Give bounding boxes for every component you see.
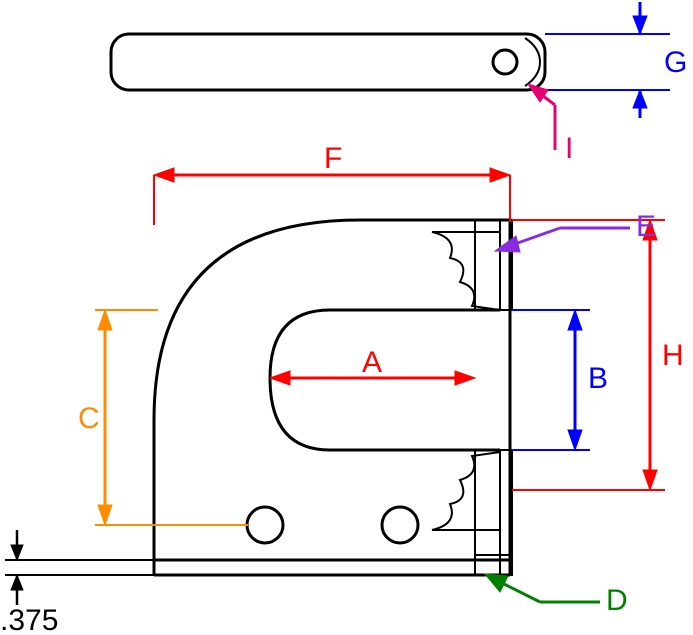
dim-A: A	[270, 346, 475, 385]
label-H: H	[662, 339, 684, 372]
label-G: G	[664, 46, 687, 79]
insert-upper	[432, 220, 512, 310]
label-B: B	[588, 362, 608, 395]
label-I: I	[565, 132, 573, 165]
main-view	[154, 220, 512, 575]
label-F: F	[324, 142, 342, 175]
label-375: .375	[0, 604, 58, 635]
leader-E: E	[495, 210, 656, 252]
label-D: D	[606, 584, 628, 617]
dim-B: B	[512, 310, 608, 450]
leader-I: I	[528, 84, 573, 165]
dim-F: F	[154, 142, 510, 225]
dim-375: .375	[0, 530, 154, 635]
insert-lower	[432, 450, 512, 575]
drawing-canvas: G I	[0, 0, 693, 635]
dim-G: G	[545, 2, 687, 118]
label-C: C	[78, 402, 100, 435]
leader-D: D	[485, 574, 628, 617]
label-A: A	[362, 346, 382, 379]
top-view	[111, 34, 545, 90]
label-E: E	[636, 210, 656, 243]
